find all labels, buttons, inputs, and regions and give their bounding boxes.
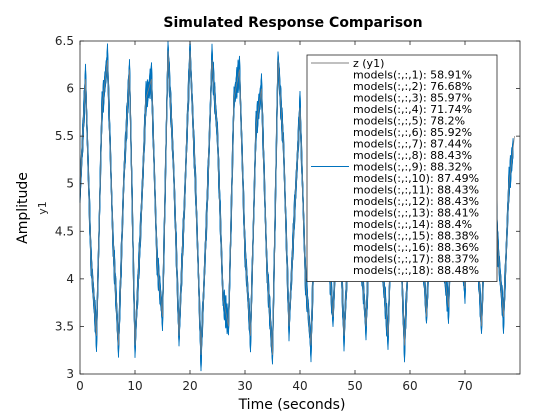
legend-entry: models(:,:,17): 88.37% (353, 253, 479, 266)
chart-title: Simulated Response Comparison (163, 15, 422, 31)
legend-entry: models(:,:,13): 88.41% (353, 207, 479, 220)
y-axis-label: Amplitude (15, 172, 31, 244)
legend-items: z (y1)models(:,:,1): 58.91%models(:,:,2)… (311, 57, 479, 277)
x-tick-label: 20 (182, 379, 197, 393)
legend-entry: models(:,:,10): 87.49% (353, 172, 479, 185)
x-tick-label: 40 (292, 379, 307, 393)
legend-entry: z (y1) (353, 57, 384, 70)
y-tick-label: 3.5 (55, 319, 74, 333)
legend-box (306, 54, 498, 282)
y-tick-label: 5.5 (55, 129, 74, 143)
x-tick-label: 50 (347, 379, 362, 393)
legend-entry: models(:,:,14): 88.4% (353, 218, 472, 231)
legend-entry: models(:,:,7): 87.44% (353, 138, 472, 151)
legend-entry: models(:,:,4): 71.74% (353, 103, 472, 116)
legend-entry: models(:,:,3): 85.97% (353, 92, 472, 105)
y-axis-ticks: 3 3.5 4 4.5 5 5.5 6 6.5 (55, 34, 520, 381)
legend-entry: models(:,:,8): 88.43% (353, 149, 472, 162)
x-tick-label: 70 (457, 379, 472, 393)
legend-entry: models(:,:,12): 88.43% (353, 195, 479, 208)
y-tick-label: 4.5 (55, 224, 74, 238)
legend-entry: models(:,:,2): 76.68% (353, 80, 472, 93)
y-tick-label: 6 (66, 82, 74, 96)
y-tick-label: 3 (66, 367, 74, 381)
y-tick-label: 4 (66, 272, 74, 286)
legend-entry: models(:,:,18): 88.48% (353, 264, 479, 277)
y-tick-label: 6.5 (55, 34, 74, 48)
legend-entry: models(:,:,5): 78.2% (353, 115, 465, 128)
legend[interactable]: z (y1)models(:,:,1): 58.91%models(:,:,2)… (306, 54, 498, 282)
x-axis-label: Time (seconds) (238, 397, 346, 413)
legend-entry: models(:,:,9): 88.32% (353, 161, 472, 174)
x-tick-label: 10 (127, 379, 142, 393)
legend-entry: models(:,:,1): 58.91% (353, 69, 472, 82)
legend-entry: models(:,:,6): 85.92% (353, 126, 472, 139)
x-tick-label: 60 (402, 379, 417, 393)
y-tick-label: 5 (66, 177, 74, 191)
legend-entry: models(:,:,16): 88.36% (353, 241, 479, 254)
x-tick-label: 0 (76, 379, 84, 393)
legend-entry: models(:,:,11): 88.43% (353, 184, 479, 197)
x-tick-label: 30 (237, 379, 252, 393)
x-axis-ticks: 0 10 20 30 40 50 60 70 (76, 41, 473, 393)
legend-entry: models(:,:,15): 88.38% (353, 230, 479, 243)
channel-label: y1 (36, 201, 49, 215)
